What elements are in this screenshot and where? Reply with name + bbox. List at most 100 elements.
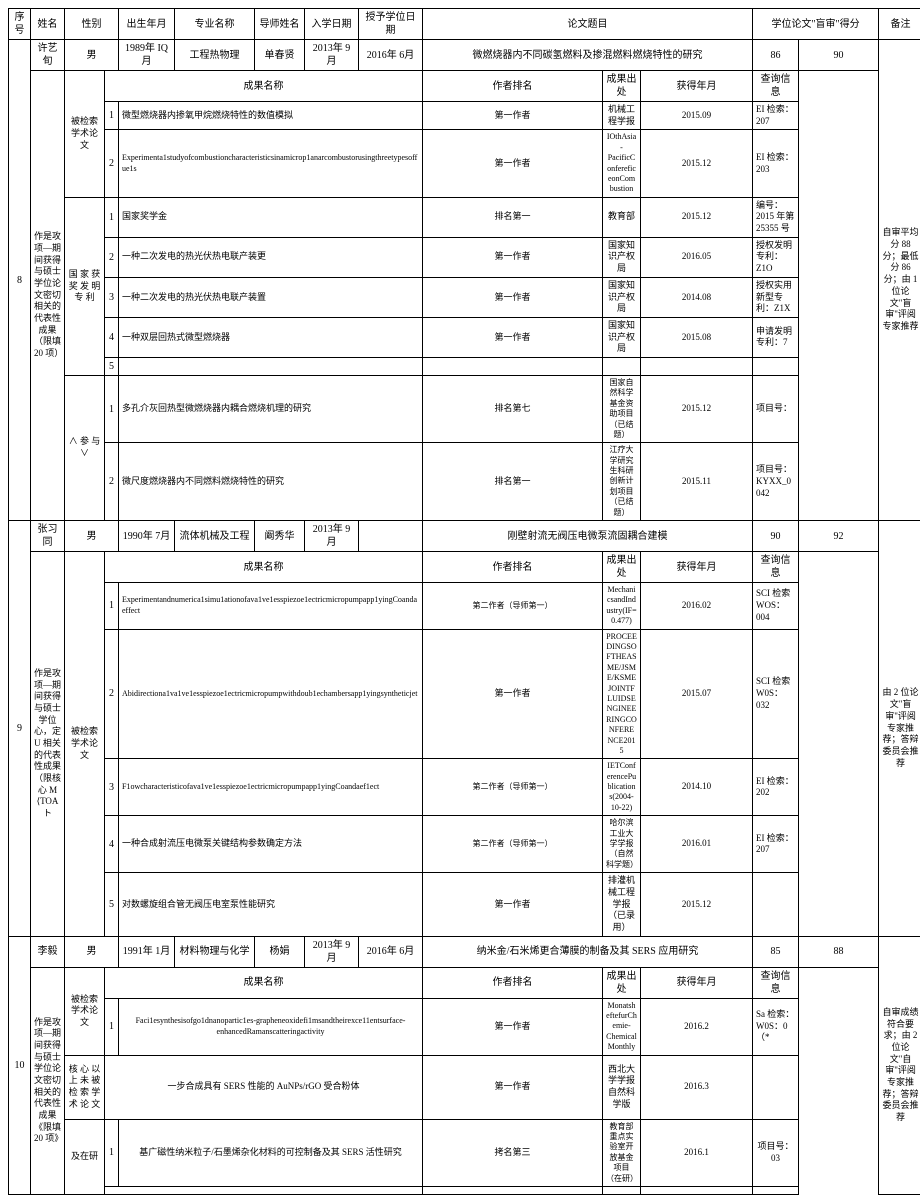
author: 拷名第三 xyxy=(423,1119,603,1186)
query: 项目号： xyxy=(753,375,799,442)
col-author: 作者排名 xyxy=(423,552,603,583)
query: EI 检索：207 xyxy=(753,102,799,130)
year: 2016.01 xyxy=(641,816,753,873)
col-author: 作者排名 xyxy=(423,967,603,998)
p1-col-author: 作者排名 xyxy=(423,71,603,102)
p1-r7: 5 xyxy=(9,357,920,375)
n: 5 xyxy=(105,357,119,375)
author: 第一作者 xyxy=(423,102,603,130)
query xyxy=(753,1055,799,1119)
p1-r5: 3 一种二次发电的热光伏热电联产装置 第一作者 国家知识产权局 2014.08 … xyxy=(9,277,920,317)
p3-cat1: 被检索学术论文 xyxy=(65,967,105,1055)
p2-degree xyxy=(359,521,423,552)
p2-info: 9 张习同 男 1990年 7月 流体机械及工程 阚秀华 2013年 9月 刚壁… xyxy=(9,521,920,552)
p3-seq: 10 xyxy=(9,936,31,1194)
year: 2014.10 xyxy=(641,759,753,816)
name: 对数螺旋组合管无阀压电室泵性能研究 xyxy=(119,873,423,936)
p2-s1: 90 xyxy=(753,521,799,552)
p2-birth: 1990年 7月 xyxy=(119,521,175,552)
n: 1 xyxy=(105,998,119,1055)
year: 2015.11 xyxy=(641,443,753,521)
year: 2015.12 xyxy=(641,197,753,237)
p1-r1: 1 微型燃烧器内掺氧甲烷燃烧特性的数值模拟 第一作者 机械工程学报 2015.0… xyxy=(9,102,920,130)
p1-cat3: ∧ 参 与 ∨ xyxy=(65,375,105,520)
p1-r4: 2 一种二次发电的热光伏热电联产装更 第一作者 国家知识产权局 2016.05 … xyxy=(9,237,920,277)
p1-info: 8 许艺旬 男 1989年 IQ月 工程热物理 单春贤 2013年 9月 201… xyxy=(9,40,920,71)
year: 2014.08 xyxy=(641,277,753,317)
p2-note: 由 2 位论文"盲审"评阅专家推荐；答辩委员会推荐 xyxy=(879,521,920,937)
name xyxy=(119,357,423,375)
author: 排名第一 xyxy=(423,443,603,521)
p2-enroll: 2013年 9月 xyxy=(305,521,359,552)
name: 一种合成射流压电微泵关键结构参数确定方法 xyxy=(119,816,423,873)
year: 2015.09 xyxy=(641,102,753,130)
author: 第一作者 xyxy=(423,629,603,759)
author: 第一作者 xyxy=(423,317,603,357)
author: 第一作者 xyxy=(423,1055,603,1119)
query: 项目号：03 xyxy=(753,1119,799,1186)
n: 3 xyxy=(105,277,119,317)
p3-r1: 1 Faci1esynthesisofgo1dnanopartic1es-gra… xyxy=(9,998,920,1055)
name: 一种二次发电的热光伏热电联产装更 xyxy=(119,237,423,277)
source: IOthAsia-PacificConfereficeonCombustion xyxy=(603,130,641,197)
year: 2016.3 xyxy=(641,1055,753,1119)
p3-r3: 及在研 1 基广磁性纳米粒子/石墨烯杂化材料的可控制备及其 SERS 活性研究 … xyxy=(9,1119,920,1186)
n: 1 xyxy=(105,1119,119,1186)
query: SCI 检索 WOS：004 xyxy=(753,583,799,630)
header-row: 序号 姓名 性别 出生年月 专业名称 导师姓名 入学日期 授予学位日期 论文题目… xyxy=(9,9,920,40)
p2-seq: 9 xyxy=(9,521,31,937)
author: 第一作者 xyxy=(423,237,603,277)
p3-major: 材料物理与化学 xyxy=(175,936,255,967)
n: 3 xyxy=(105,759,119,816)
col-query: 查询信息 xyxy=(753,967,799,998)
p1-leftlabel: 作是攻项—期间获得与硕士学位论文密切相关的代表性成果（限填 20 项） xyxy=(31,71,65,521)
year: 2015.07 xyxy=(641,629,753,759)
empty xyxy=(641,1186,753,1194)
academic-table: 序号 姓名 性别 出生年月 专业名称 导师姓名 入学日期 授予学位日期 论文题目… xyxy=(8,8,920,1195)
p3-s1: 85 xyxy=(753,936,799,967)
p3-note: 自审成绩符合要求；由 2 位论文"自审"评阅专家推荐；答辩委员会推荐 xyxy=(879,936,920,1194)
year: 2016.02 xyxy=(641,583,753,630)
source: 哈尔滨工业大学学报（自然科学题） xyxy=(603,816,641,873)
source: 国家知识产权局 xyxy=(603,277,641,317)
h-enroll: 入学日期 xyxy=(305,9,359,40)
source: 教育部 xyxy=(603,197,641,237)
col-name: 成果名称 xyxy=(105,967,423,998)
source: 国家自然科学基金资助项目（已结题） xyxy=(603,375,641,442)
p1-cat1: 被检索学术论文 xyxy=(65,71,105,198)
p2-leftlabel: 作是攻项—期间获得与硕士学位心，定 U 相关的代表性成果（限核心 M ⟨TOA … xyxy=(31,552,65,937)
p1-seq: 8 xyxy=(9,40,31,521)
h-gender: 性别 xyxy=(65,9,119,40)
col-name: 成果名称 xyxy=(105,552,423,583)
p1-gender: 男 xyxy=(65,40,119,71)
source: 国家知识产权局 xyxy=(603,237,641,277)
h-birth: 出生年月 xyxy=(119,9,175,40)
h-name: 姓名 xyxy=(31,9,65,40)
source: PROCEEDINGSOFTHEASME/JSME/KSMEJOINTFLUID… xyxy=(603,629,641,759)
year: 2015.12 xyxy=(641,130,753,197)
h-major: 专业名称 xyxy=(175,9,255,40)
source: MonatsheftefurChemie-ChemicalMonthly xyxy=(603,998,641,1055)
year: 2016.1 xyxy=(641,1119,753,1186)
p1-r6: 4 一种双层回热式微型燃烧器 第一作者 国家知识产权局 2015.08 申请发明… xyxy=(9,317,920,357)
name: Faci1esynthesisofgo1dnanopartic1es-graph… xyxy=(119,998,423,1055)
p2-advisor: 阚秀华 xyxy=(255,521,305,552)
col-source: 成果出处 xyxy=(603,967,641,998)
n: 1 xyxy=(105,102,119,130)
source xyxy=(603,357,641,375)
source: 西北大学学报自然科学版 xyxy=(603,1055,641,1119)
source: IETConferencePublications(2004-10-22) xyxy=(603,759,641,816)
p1-r8: ∧ 参 与 ∨ 1 多孔介灰回热型微燃烧器内耦合燃烧机理的研究 排名第七 国家自… xyxy=(9,375,920,442)
query xyxy=(753,357,799,375)
p1-s1: 86 xyxy=(753,40,799,71)
name: Experimenta1studyofcombustioncharacteris… xyxy=(119,130,423,197)
n: 2 xyxy=(105,443,119,521)
p1-subhead: 作是攻项—期间获得与硕士学位论文密切相关的代表性成果（限填 20 项） 被检索学… xyxy=(9,71,920,102)
p3-info: 10 李毅 男 1991年 1月 材料物理与化学 杨娟 2013年 9月 201… xyxy=(9,936,920,967)
name: 多孔介灰回热型微燃烧器内耦合燃烧机理的研究 xyxy=(119,375,423,442)
year xyxy=(641,357,753,375)
author: 第二作者（导师第一） xyxy=(423,759,603,816)
empty xyxy=(753,1186,799,1194)
p1-enroll: 2013年 9月 xyxy=(305,40,359,71)
p1-s2: 90 xyxy=(799,40,879,71)
